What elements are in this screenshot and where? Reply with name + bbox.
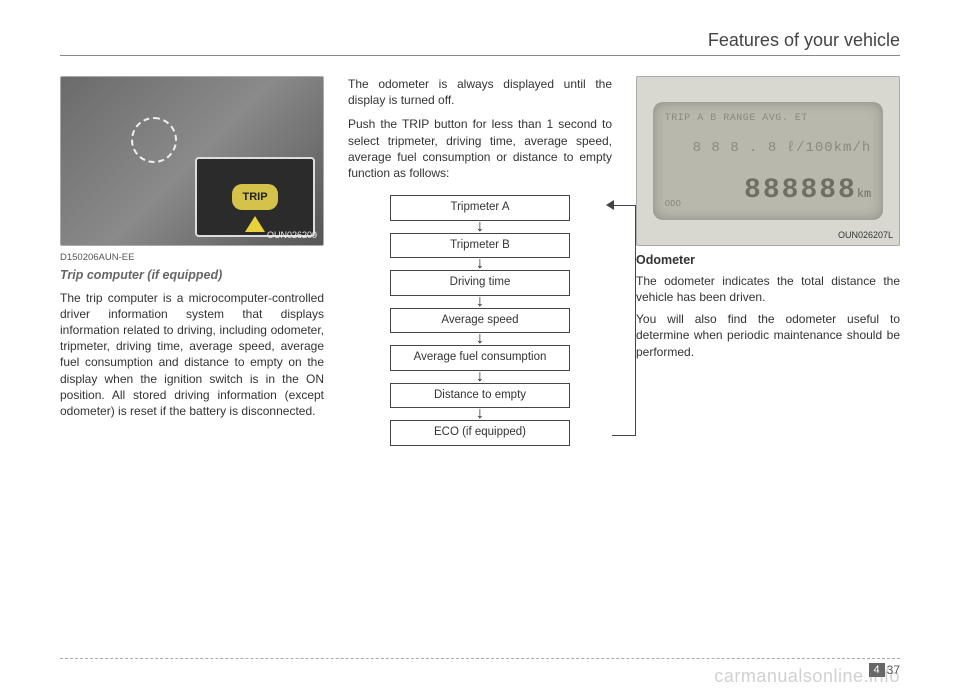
odometer-heading: Odometer — [636, 252, 900, 269]
figure-code: OUN026209 — [267, 229, 317, 241]
lcd-screen: TRIP A B RANGE AVG. ET 8 8 8 . 8 ℓ/100km… — [653, 102, 884, 220]
figure-inset: TRIP — [195, 157, 315, 237]
section-subtitle: Trip computer (if equipped) — [60, 267, 324, 284]
body-paragraph: The odometer indicates the total distanc… — [636, 273, 900, 305]
flow-box: Driving time — [390, 270, 570, 296]
figure-lcd: TRIP A B RANGE AVG. ET 8 8 8 . 8 ℓ/100km… — [636, 76, 900, 246]
flow-box: Average fuel consumption — [390, 345, 570, 371]
highlight-circle — [131, 117, 177, 163]
content-columns: TRIP OUN026209 D150206AUN-EE Trip comput… — [60, 76, 900, 446]
figure-trip-button: TRIP OUN026209 — [60, 76, 324, 246]
flow-arrow-icon: ↓ — [476, 409, 484, 419]
trip-button-graphic: TRIP — [232, 184, 277, 211]
arrow-up-icon — [245, 216, 265, 232]
doc-code: D150206AUN-EE — [60, 252, 324, 265]
column-left: TRIP OUN026209 D150206AUN-EE Trip comput… — [60, 76, 324, 446]
trip-button-label: TRIP — [242, 191, 267, 203]
lcd-mid-row: 8 8 8 . 8 ℓ/100km/h — [665, 139, 872, 158]
flow-arrow-icon: ↓ — [476, 222, 484, 232]
column-right: TRIP A B RANGE AVG. ET 8 8 8 . 8 ℓ/100km… — [636, 76, 900, 446]
flow-box: Tripmeter A — [390, 195, 570, 221]
lcd-unit: km — [857, 187, 871, 201]
flow-arrow-icon: ↓ — [476, 372, 484, 382]
flow-arrow-icon: ↓ — [476, 259, 484, 269]
flow-box: ECO (if equipped) — [390, 420, 570, 446]
body-paragraph: The trip computer is a microcomputer-con… — [60, 290, 324, 420]
lcd-odo-label: ODO — [665, 198, 681, 210]
flow-arrow-icon: ↓ — [476, 297, 484, 307]
intro-text-2: Push the TRIP button for less than 1 sec… — [348, 116, 612, 181]
figure-code: OUN026207L — [838, 229, 893, 241]
lcd-top-row: TRIP A B RANGE AVG. ET — [665, 112, 872, 126]
column-middle: The odometer is always displayed until t… — [348, 76, 612, 446]
flow-diagram: Tripmeter A ↓ Tripmeter B ↓ Driving time… — [348, 195, 612, 446]
intro-text-1: The odometer is always displayed until t… — [348, 76, 612, 108]
flow-return-line — [616, 205, 636, 436]
chapter-title: Features of your vehicle — [60, 30, 900, 56]
watermark: carmanualsonline.info — [714, 666, 900, 687]
flow-arrow-icon: ↓ — [476, 334, 484, 344]
lcd-bottom-row: ODO 888888km — [665, 172, 872, 210]
body-paragraph: You will also find the odometer useful t… — [636, 311, 900, 360]
flow-return-arrow-icon — [606, 200, 614, 210]
lcd-digits: 888888 — [744, 175, 857, 206]
